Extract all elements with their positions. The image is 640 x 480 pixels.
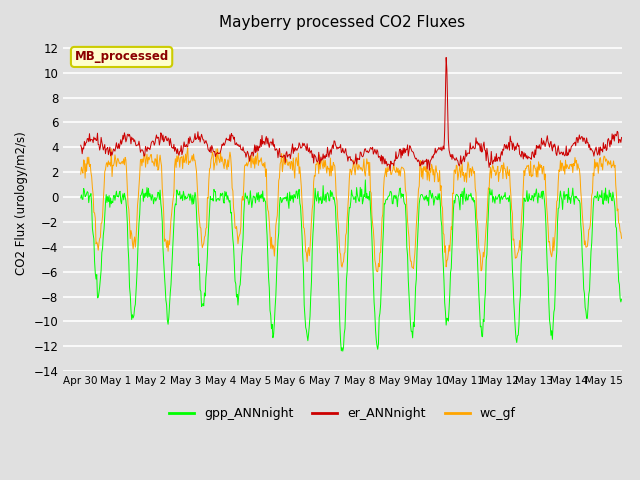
Y-axis label: CO2 Flux (urology/m2/s): CO2 Flux (urology/m2/s) — [15, 132, 28, 275]
Text: MB_processed: MB_processed — [74, 50, 169, 63]
Title: Mayberry processed CO2 Fluxes: Mayberry processed CO2 Fluxes — [220, 15, 465, 30]
Legend: gpp_ANNnight, er_ANNnight, wc_gf: gpp_ANNnight, er_ANNnight, wc_gf — [164, 402, 520, 425]
